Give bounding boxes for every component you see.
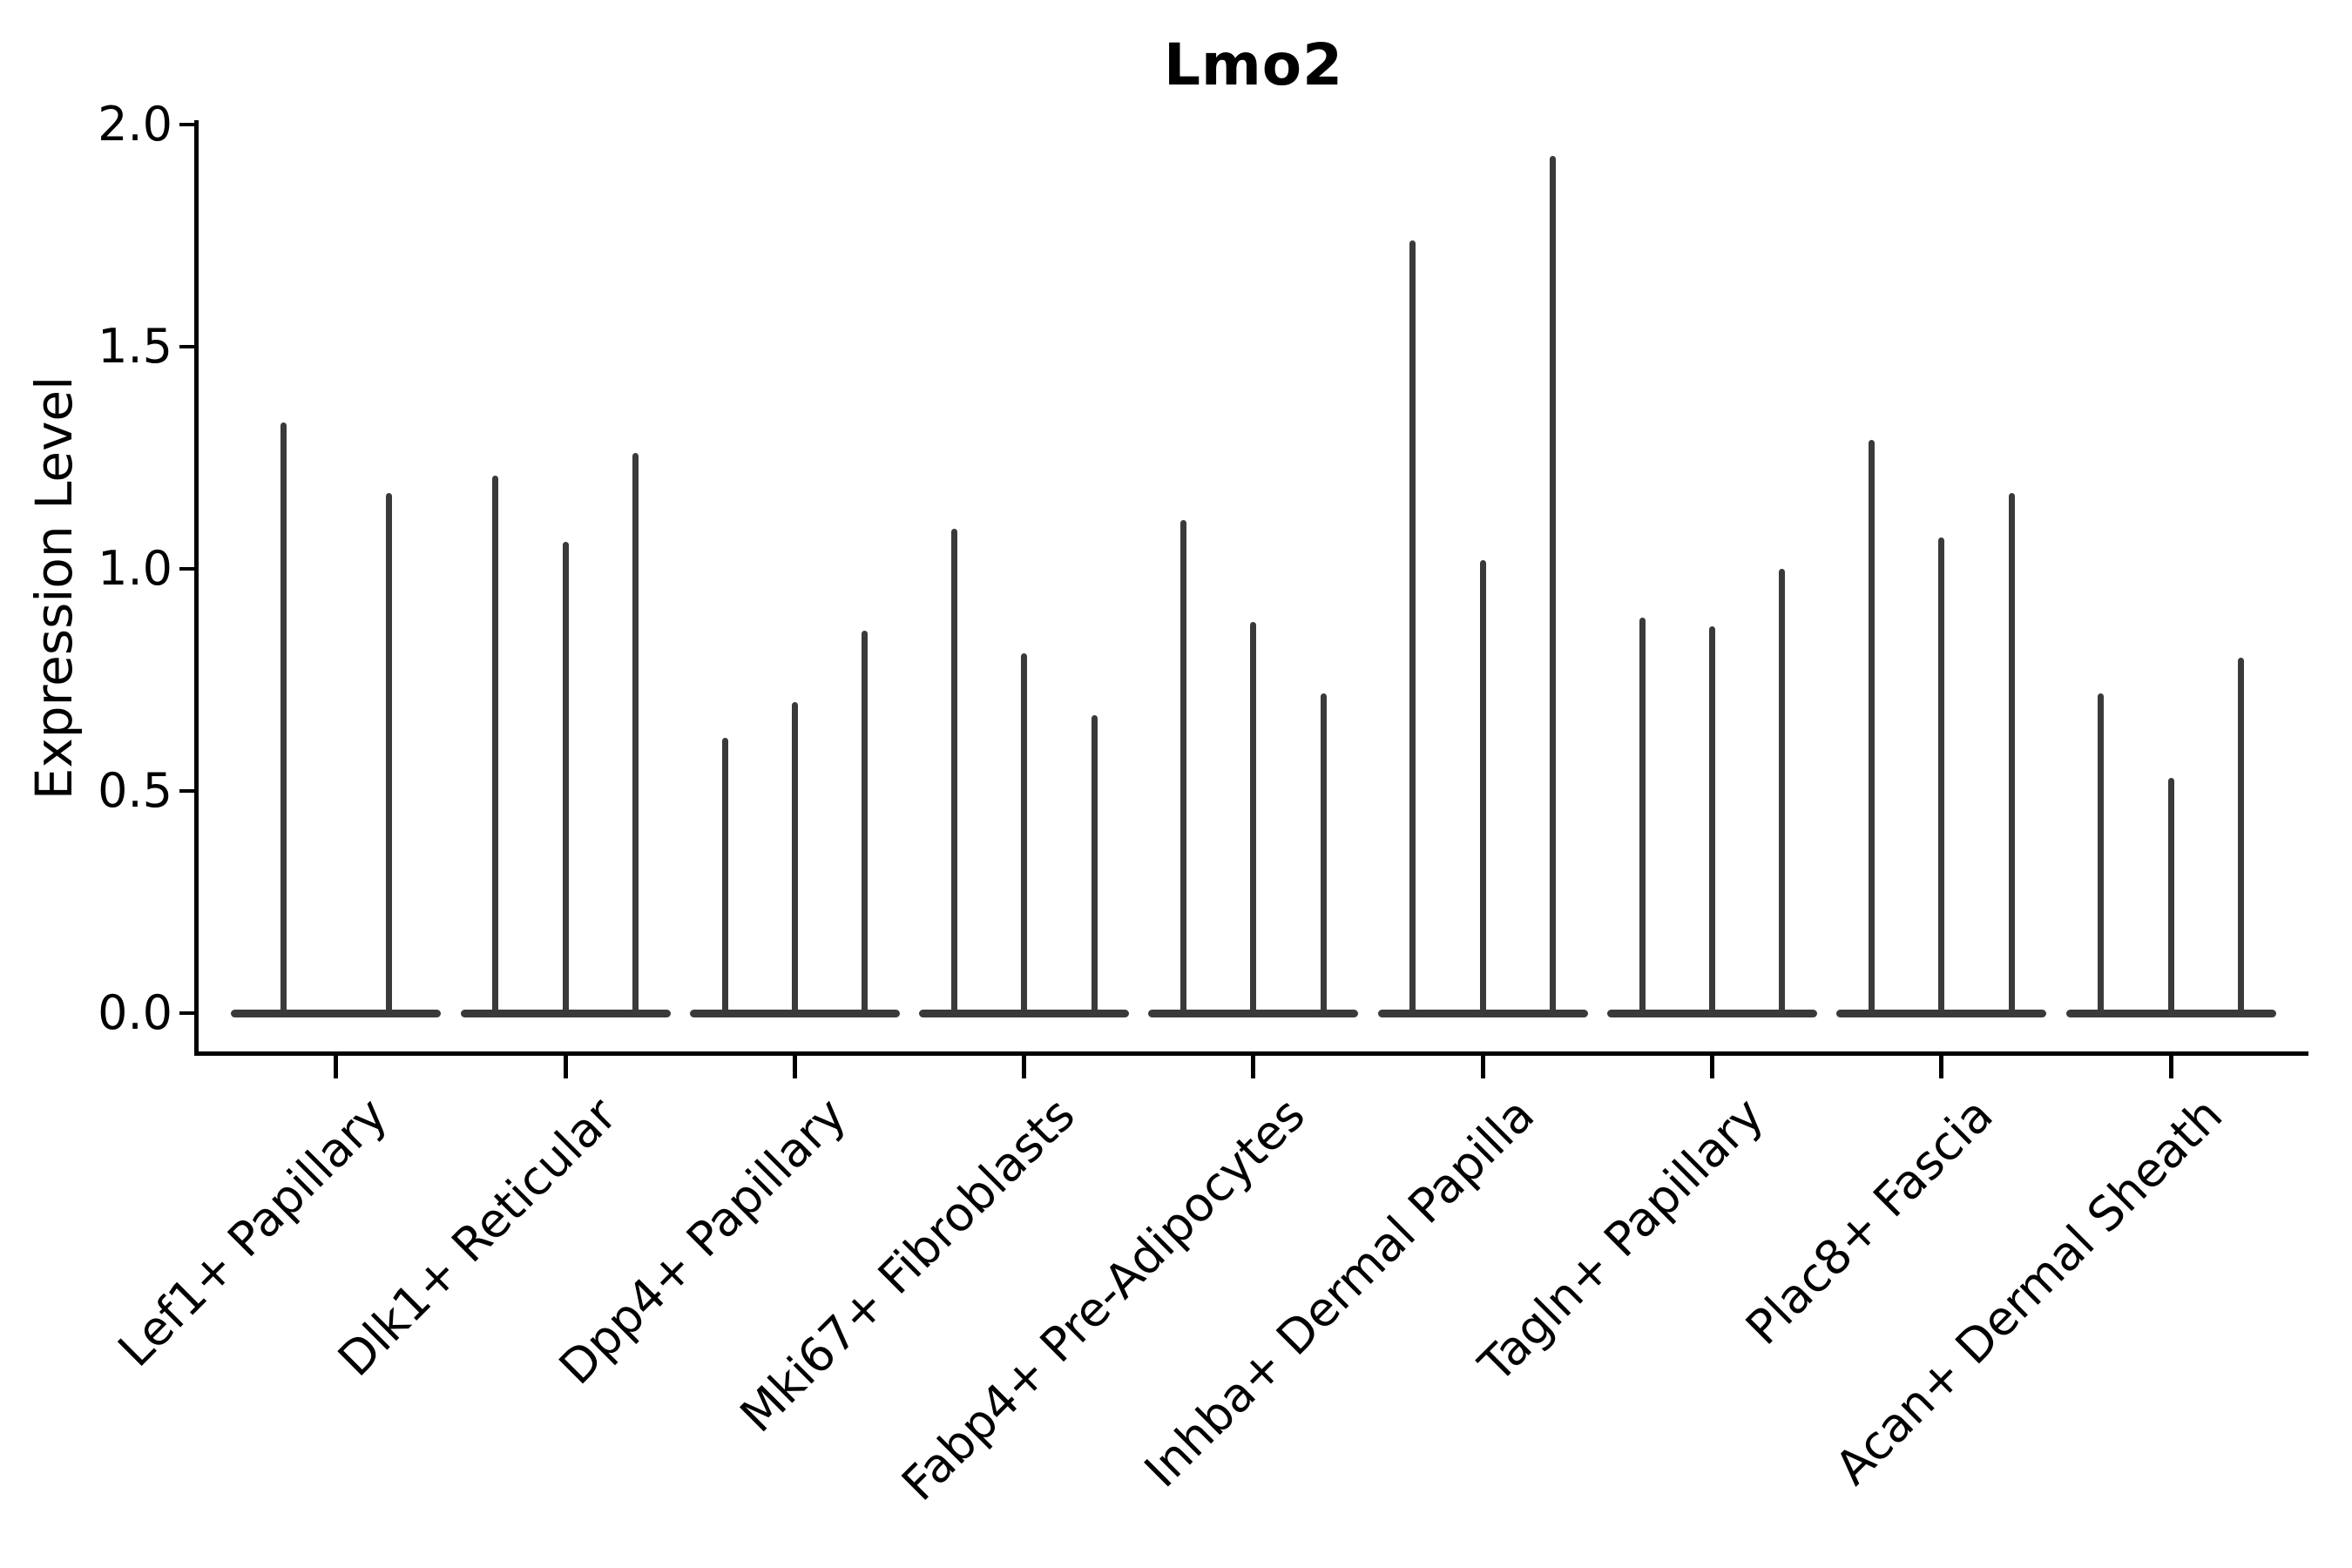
violin-spike: [1868, 440, 1875, 1013]
violin-base: [1836, 1009, 2047, 1017]
violin-base: [689, 1009, 900, 1017]
x-axis-line: [194, 1051, 2308, 1056]
violin-spike: [1021, 652, 1028, 1013]
y-tick-label: 2.0: [98, 97, 172, 152]
y-tick-mark: [179, 789, 199, 793]
x-tick-label: Acan+ Dermal Sheath: [1824, 1087, 2233, 1496]
x-tick-mark: [334, 1056, 339, 1078]
violin-spike: [1320, 693, 1327, 1013]
violin-spike: [791, 702, 798, 1013]
violin-base: [231, 1009, 442, 1017]
x-tick-mark: [563, 1056, 568, 1078]
violin-spike: [1409, 240, 1416, 1013]
y-tick-mark: [179, 345, 199, 348]
violin-base: [2065, 1009, 2276, 1017]
violin-spike: [2008, 493, 2015, 1013]
y-tick-label: 1.0: [98, 541, 172, 596]
x-tick-label: Inhba+ Dermal Papilla: [1133, 1087, 1544, 1498]
x-tick-mark: [792, 1056, 797, 1078]
x-tick-label: Plac8+ Fascia: [1734, 1087, 2004, 1355]
x-tick-mark: [1480, 1056, 1485, 1078]
violin-spike: [2167, 777, 2174, 1013]
y-tick-label: 0.5: [98, 763, 172, 818]
violin-spike: [1180, 519, 1187, 1013]
violin-base: [1377, 1009, 1588, 1017]
violin-spike: [1639, 618, 1646, 1013]
violin-base: [460, 1009, 671, 1017]
violin-spike: [1479, 559, 1486, 1013]
violin-spike: [2098, 693, 2105, 1013]
violin-spike: [562, 542, 569, 1013]
y-tick-mark: [179, 1011, 199, 1015]
x-tick-mark: [1251, 1056, 1256, 1078]
x-tick-label: Fabp4+ Pre-Adipocytes: [890, 1087, 1315, 1511]
y-tick-label: 0.0: [98, 985, 172, 1040]
violin-spike: [1550, 155, 1557, 1013]
y-tick-mark: [179, 567, 199, 571]
violin-spike: [2237, 658, 2244, 1013]
violin-spike: [1250, 622, 1257, 1013]
violin-spike: [492, 475, 499, 1013]
violin-spike: [950, 529, 957, 1013]
violin-spike: [1709, 626, 1716, 1013]
violin-spike: [1091, 715, 1098, 1013]
x-tick-mark: [1710, 1056, 1715, 1078]
x-tick-mark: [1022, 1056, 1027, 1078]
violin-base: [1148, 1009, 1359, 1017]
violin-spike: [385, 493, 392, 1013]
y-axis-line: [194, 120, 199, 1056]
y-tick-label: 1.5: [98, 319, 172, 374]
violin-spike: [862, 631, 868, 1013]
violin-spike: [632, 453, 639, 1013]
violin-base: [919, 1009, 1130, 1017]
violin-base: [1607, 1009, 1818, 1017]
violin-spike: [280, 422, 287, 1013]
x-tick-mark: [1939, 1056, 1944, 1078]
violin-spike: [1938, 537, 1945, 1013]
chart-title: Lmo2: [1163, 31, 1344, 98]
y-tick-mark: [179, 123, 199, 126]
violin-spike: [721, 737, 728, 1013]
x-tick-mark: [2168, 1056, 2173, 1078]
violin-spike: [1779, 569, 1786, 1013]
